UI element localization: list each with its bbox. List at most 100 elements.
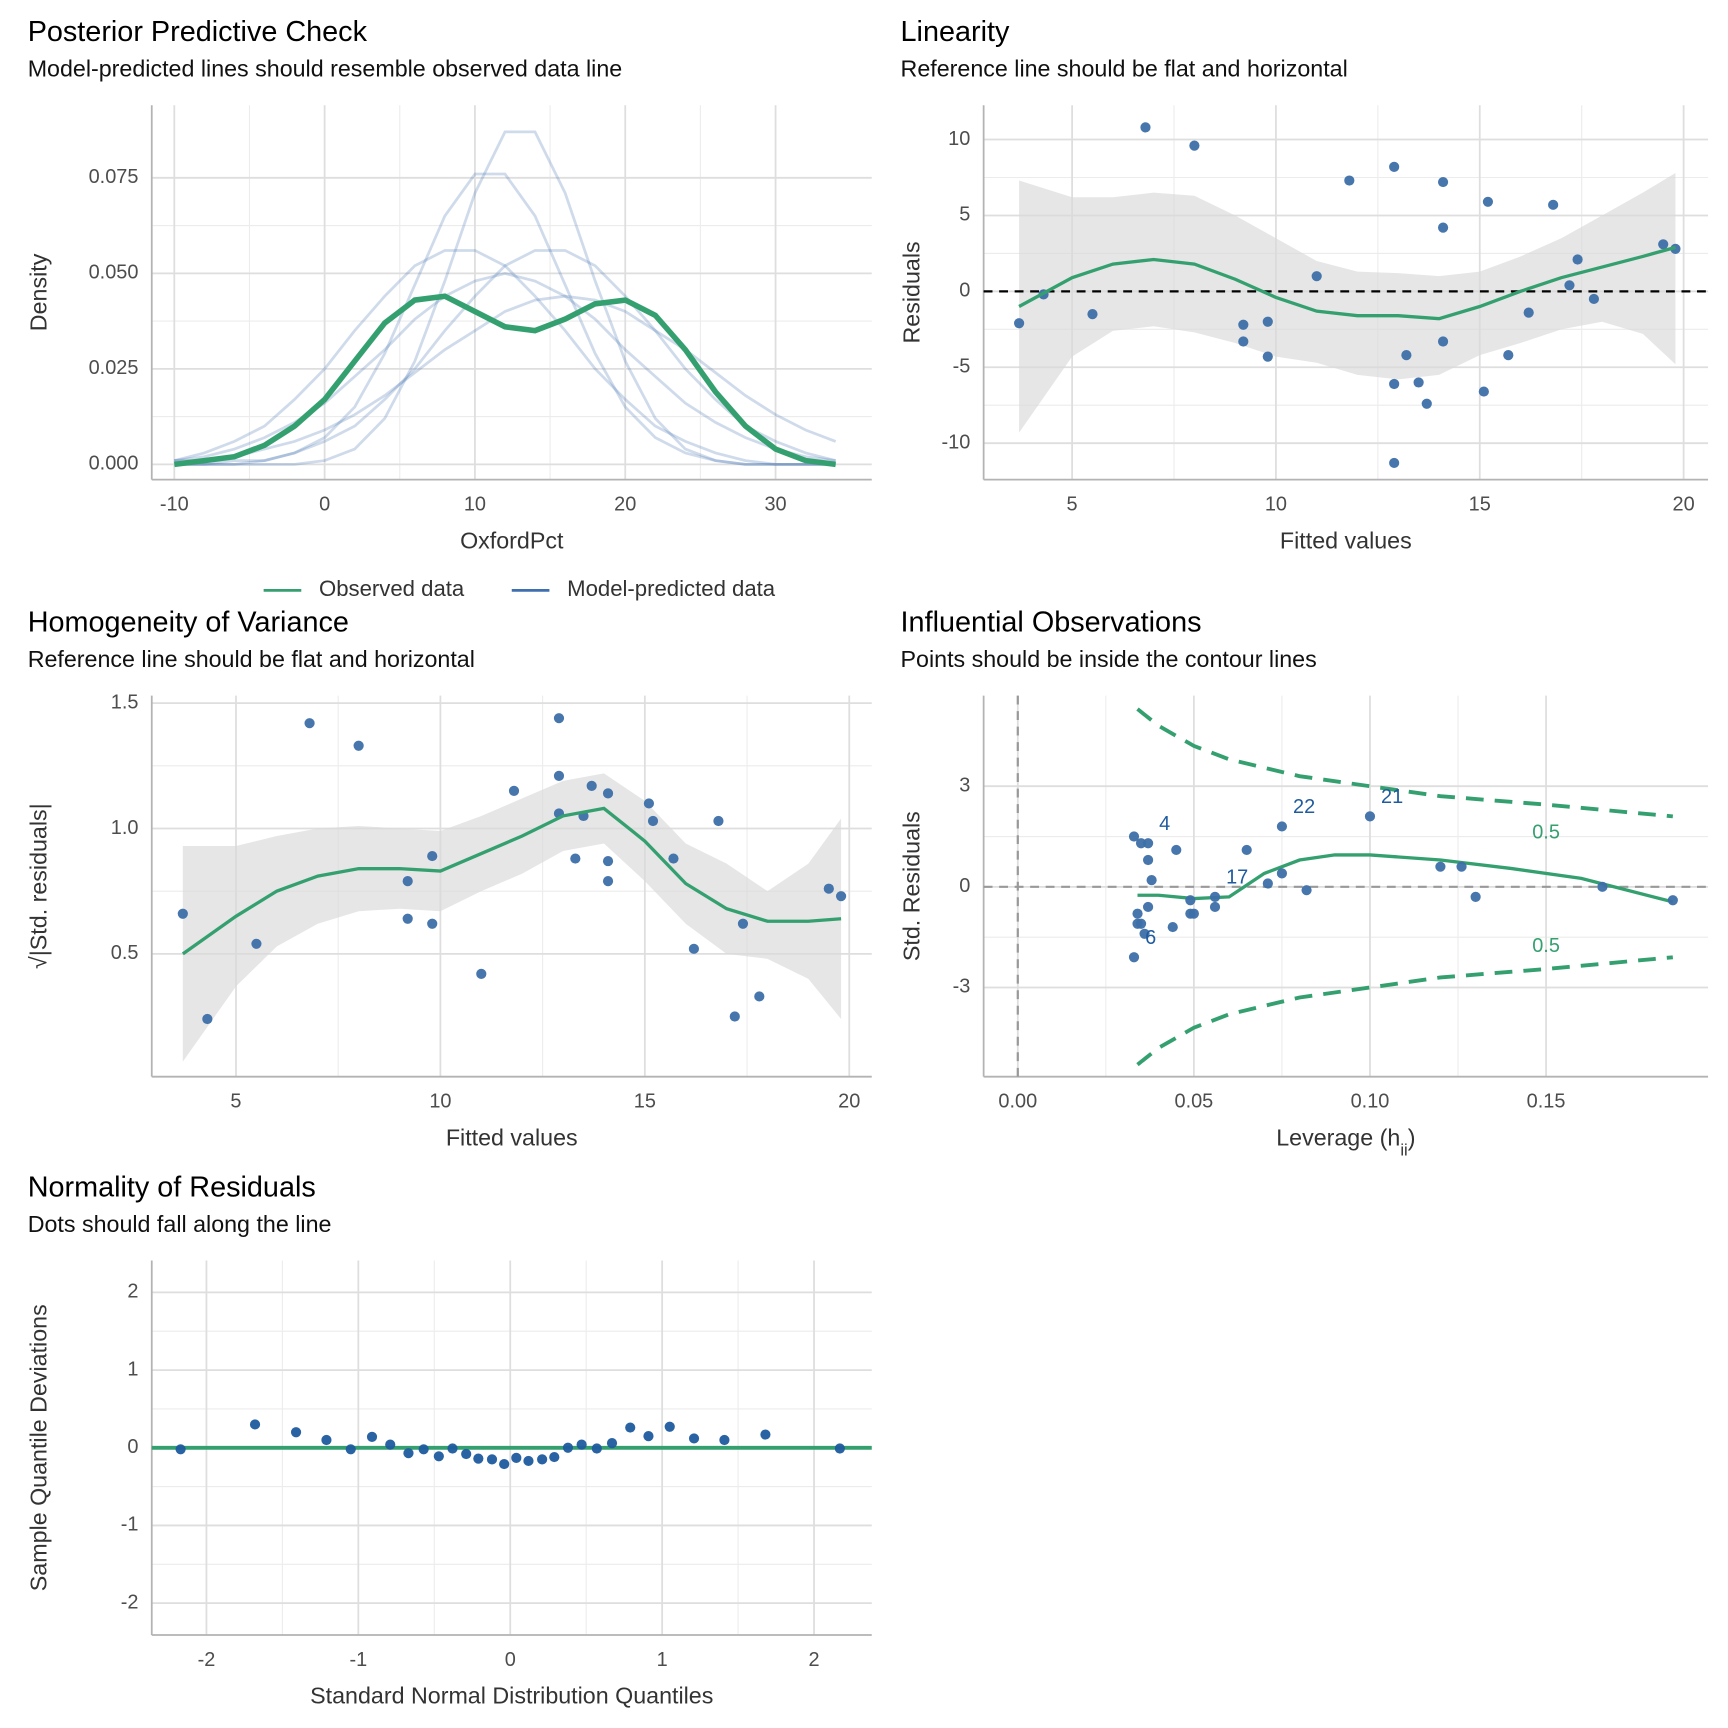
data-point (602, 788, 614, 799)
smooth-line (1018, 245, 1676, 321)
panel-subtitle: Model-predicted lines should resemble ob… (28, 55, 623, 81)
point-label: 22 (1293, 796, 1315, 818)
y-tick-label: 0 (959, 280, 970, 302)
y-tick-label: 0.000 (89, 453, 139, 475)
panel-title: Posterior Predictive Check (28, 16, 368, 48)
x-axis-title-part: ) (1408, 1124, 1416, 1150)
data-point (345, 1444, 356, 1455)
data-point (1301, 885, 1312, 896)
data-point (1143, 854, 1154, 866)
y-tick-label: 1.5 (111, 691, 139, 713)
y-tick-label: 1 (127, 1358, 138, 1380)
x-tick-label: 15 (1469, 494, 1491, 516)
confidence-band (1019, 172, 1676, 433)
x-axis-title: Fitted values (1280, 527, 1412, 553)
y-axis-title: Density (26, 253, 52, 331)
y-tick-label: 0.075 (89, 166, 139, 188)
x-tick-label: 10 (1265, 494, 1287, 516)
y-tick-label: -2 (121, 1591, 139, 1613)
data-point (447, 1443, 458, 1454)
data-point (823, 883, 834, 894)
data-point (1478, 386, 1489, 397)
data-point (1087, 309, 1098, 320)
data-point (1262, 351, 1273, 362)
data-point (1435, 861, 1446, 872)
data-point (1572, 254, 1583, 265)
data-point (1188, 908, 1199, 919)
point-label: 4 (1159, 813, 1170, 835)
data-point (760, 1429, 771, 1440)
data-point (1437, 222, 1449, 233)
data-point (1140, 122, 1151, 133)
panel-title: Homogeneity of Variance (28, 606, 349, 638)
data-point (602, 876, 614, 887)
data-point (508, 785, 520, 796)
x-tick-label: -2 (198, 1649, 216, 1671)
data-point (427, 850, 438, 862)
panel: Influential Observations Points should be… (898, 606, 1709, 1159)
y-tick-label: -3 (953, 976, 971, 998)
data-point (1523, 307, 1534, 318)
data-point (834, 1443, 845, 1454)
y-axis-title: √|Std. residuals| (26, 803, 52, 969)
panel-title: Normality of Residuals (28, 1171, 316, 1203)
data-point (523, 1455, 534, 1467)
data-point (754, 991, 765, 1002)
x-tick-label: 0 (505, 1649, 516, 1671)
predicted-line (174, 130, 836, 466)
data-point (606, 1437, 618, 1449)
x-axis-title: Standard Normal Distribution Quantiles (310, 1683, 713, 1709)
data-point (643, 798, 655, 809)
data-point (403, 1448, 414, 1459)
y-tick-label: 2 (127, 1281, 138, 1303)
x-tick-label: 10 (464, 494, 486, 516)
data-point (499, 1458, 510, 1470)
contour-line (1136, 707, 1674, 819)
x-tick-label: 15 (634, 1091, 656, 1113)
legend-label: Observed data (319, 576, 465, 601)
x-axis-title: Leverage (hii) (1276, 1124, 1415, 1159)
x-tick-label: 30 (764, 494, 786, 516)
y-tick-label: 0.050 (89, 262, 139, 284)
data-point (1276, 868, 1288, 879)
data-point (175, 1444, 186, 1455)
panel: Normality of Residuals Dots should fall a… (26, 1171, 872, 1709)
data-point (602, 855, 614, 867)
y-tick-label: -1 (121, 1514, 139, 1536)
y-tick-label: 0 (127, 1436, 138, 1458)
data-point (1389, 457, 1400, 469)
point-label: 17 (1226, 867, 1248, 889)
point-label: 21 (1381, 786, 1403, 808)
data-point (1262, 878, 1273, 889)
predicted-line (174, 249, 836, 466)
data-point (402, 913, 413, 924)
x-axis-title: OxfordPct (460, 527, 564, 553)
panel: Homogeneity of Variance Reference line sh… (26, 606, 872, 1150)
x-axis-title-sub: ii (1400, 1140, 1407, 1159)
data-point (402, 876, 413, 887)
predicted-line (174, 294, 837, 462)
data-point (290, 1427, 302, 1438)
panel: Posterior Predictive Check Model-predicte… (26, 16, 872, 601)
data-point (1421, 398, 1432, 409)
data-point (1241, 844, 1252, 856)
data-point (177, 908, 188, 919)
data-point (688, 943, 699, 954)
data-point (1588, 293, 1600, 305)
data-point (1482, 196, 1494, 207)
data-point (1167, 921, 1178, 933)
data-point (1597, 881, 1608, 892)
panel: Linearity Reference line should be flat a… (898, 16, 1709, 553)
predicted-line (174, 172, 836, 466)
y-tick-label: 1.0 (111, 817, 139, 839)
x-tick-label: 0.15 (1527, 1091, 1566, 1113)
data-point (1344, 175, 1355, 186)
data-point (1238, 319, 1249, 330)
data-point (511, 1452, 522, 1463)
data-point (647, 815, 659, 827)
predicted-line (174, 249, 836, 466)
x-axis-title-part: Leverage (h (1276, 1124, 1400, 1150)
point-label: 6 (1145, 927, 1156, 949)
data-point (1437, 336, 1449, 347)
